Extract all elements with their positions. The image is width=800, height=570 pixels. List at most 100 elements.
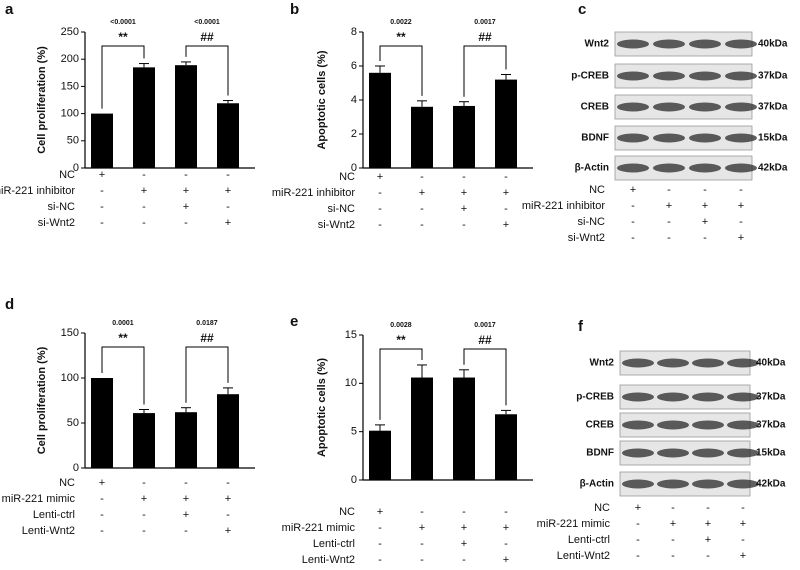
protein-label: Wnt2	[590, 358, 615, 369]
condition-sign: -	[703, 232, 707, 244]
y-tick-label: 10	[345, 377, 357, 389]
y-axis-label: Cell proliferation (%)	[36, 346, 48, 454]
bar	[411, 106, 433, 168]
panel-letter: b	[290, 1, 299, 18]
p-value: 0.0001	[112, 320, 134, 327]
condition-sign: -	[100, 201, 104, 213]
condition-sign: +	[461, 187, 467, 199]
blot-band	[727, 358, 759, 368]
protein-size: 42kDa	[756, 479, 786, 490]
condition-sign: -	[184, 525, 188, 537]
blot-band	[622, 479, 654, 489]
condition-sign: +	[183, 185, 189, 197]
protein-label: β-Actin	[580, 479, 614, 490]
blot-band	[692, 392, 724, 402]
bar	[133, 67, 155, 168]
blot-band	[657, 448, 689, 458]
protein-size: 15kDa	[756, 448, 786, 459]
condition-sign: -	[741, 534, 745, 546]
condition-sign: +	[377, 171, 383, 183]
panel-letter: e	[290, 313, 298, 330]
y-tick-label: 50	[67, 417, 79, 429]
blot-band	[689, 102, 721, 112]
condition-sign: +	[461, 203, 467, 215]
condition-sign: -	[667, 216, 671, 228]
condition-label: si-NC	[48, 201, 76, 213]
blot-band	[692, 420, 724, 430]
y-tick-label: 100	[61, 372, 79, 384]
p-value: <0.0001	[110, 19, 136, 26]
condition-label: NC	[59, 477, 75, 489]
condition-sign: -	[420, 506, 424, 518]
y-tick-label: 150	[61, 80, 79, 92]
blot-band	[689, 71, 721, 81]
bar	[495, 79, 517, 168]
condition-sign: -	[226, 477, 230, 489]
bar	[175, 65, 197, 168]
condition-sign: +	[183, 493, 189, 505]
blot-band	[727, 479, 759, 489]
bar	[369, 430, 391, 480]
panel-letter: c	[578, 1, 586, 18]
blot-band	[657, 392, 689, 402]
bar	[453, 105, 475, 168]
condition-label: miR-221 inhibitor	[0, 185, 75, 197]
condition-sign: +	[461, 522, 467, 534]
y-tick-label: 100	[61, 108, 79, 120]
condition-sign: +	[99, 169, 105, 181]
blot-band	[725, 102, 757, 112]
condition-sign: -	[636, 550, 640, 562]
y-tick-label: 0	[73, 462, 79, 474]
condition-label: miR-221 mimic	[282, 522, 356, 534]
condition-sign: -	[636, 518, 640, 530]
significance-bracket	[101, 346, 145, 405]
condition-label: NC	[594, 502, 610, 514]
condition-sign: -	[504, 171, 508, 183]
bar	[495, 414, 517, 480]
condition-sign: -	[100, 493, 104, 505]
significance-mark: ##	[200, 30, 214, 44]
bar	[217, 394, 239, 468]
y-tick-label: 4	[351, 94, 357, 106]
condition-sign: +	[740, 550, 746, 562]
condition-sign: -	[142, 217, 146, 229]
condition-label: si-Wnt2	[568, 232, 605, 244]
p-value: <0.0001	[194, 19, 220, 26]
condition-label: Lenti-Wnt2	[557, 550, 610, 562]
blot-band	[727, 420, 759, 430]
blot-band	[653, 102, 685, 112]
condition-sign: +	[99, 477, 105, 489]
blot-band	[692, 479, 724, 489]
condition-sign: -	[184, 217, 188, 229]
condition-sign: -	[667, 232, 671, 244]
condition-sign: +	[419, 522, 425, 534]
condition-sign: -	[142, 201, 146, 213]
condition-sign: -	[631, 200, 635, 212]
condition-sign: +	[503, 522, 509, 534]
blot-band	[725, 71, 757, 81]
blot-band	[689, 133, 721, 143]
condition-label: Lenti-ctrl	[313, 538, 355, 550]
condition-sign: -	[739, 184, 743, 196]
condition-sign: +	[503, 187, 509, 199]
p-value: 0.0028	[390, 322, 412, 329]
condition-sign: -	[671, 534, 675, 546]
condition-sign: +	[225, 185, 231, 197]
protein-label: p-CREB	[576, 392, 614, 403]
significance-bracket	[379, 45, 423, 96]
blot-band	[653, 133, 685, 143]
condition-sign: -	[420, 203, 424, 215]
bar	[217, 103, 239, 168]
significance-mark: ##	[478, 30, 492, 44]
condition-label: miR-221 mimic	[2, 493, 76, 505]
condition-sign: -	[142, 477, 146, 489]
condition-sign: +	[666, 200, 672, 212]
protein-label: p-CREB	[571, 71, 609, 82]
y-tick-label: 50	[67, 135, 79, 147]
y-tick-label: 250	[61, 26, 79, 38]
p-value: 0.0017	[474, 322, 496, 329]
y-axis-label: Apoptotic cells (%)	[316, 358, 328, 457]
condition-sign: +	[630, 184, 636, 196]
blot-band	[622, 448, 654, 458]
condition-sign: -	[636, 534, 640, 546]
